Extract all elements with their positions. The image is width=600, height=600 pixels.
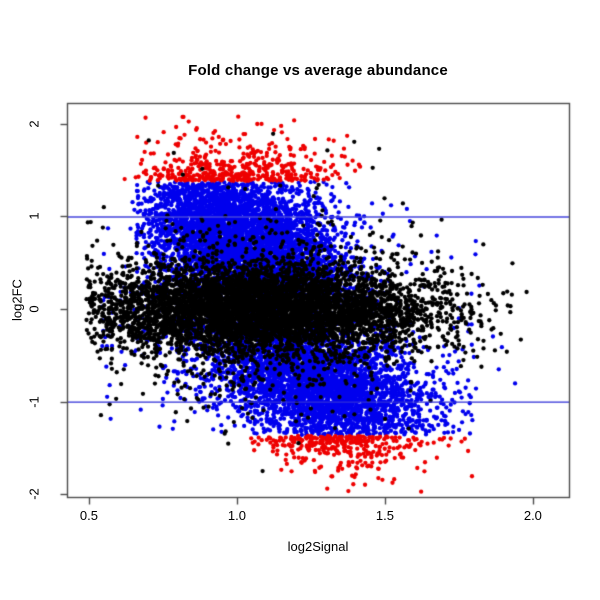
y-axis-label: log2FC <box>9 279 25 321</box>
x-tick-label: 0.5 <box>79 508 98 523</box>
x-tick-label: 1.5 <box>375 508 394 523</box>
chart-title: Fold change vs average abundance <box>188 62 448 79</box>
y-tick-label: -2 <box>26 488 42 500</box>
y-tick-label: -1 <box>26 395 42 408</box>
x-axis-label: log2Signal <box>287 539 349 554</box>
y-tick-label: 1 <box>26 212 42 221</box>
y-tick-label: 0 <box>26 305 42 313</box>
x-tick-label: 1.0 <box>227 508 246 523</box>
x-tick-label: 2.0 <box>523 508 542 523</box>
y-tick-label: 2 <box>26 120 42 128</box>
